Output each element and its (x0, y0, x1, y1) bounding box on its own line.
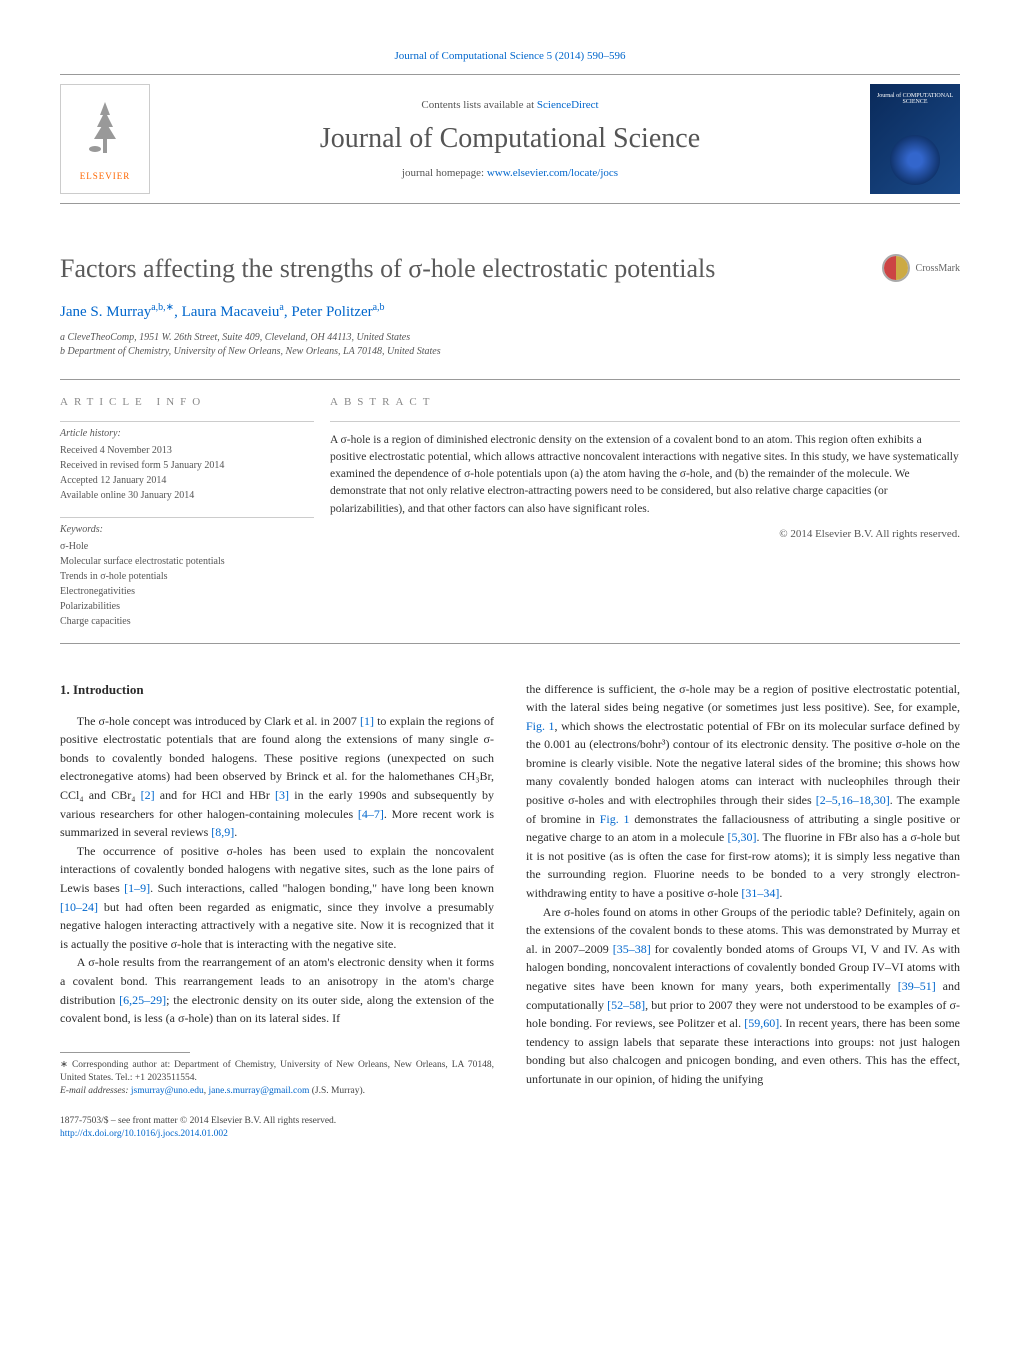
citation-link[interactable]: [1] (360, 714, 374, 728)
author-3-sup: a,b (373, 302, 385, 313)
keywords-block: Keywords: σ-Hole Molecular surface elect… (60, 517, 314, 629)
keyword: σ-Hole (60, 539, 314, 554)
homepage-prefix: journal homepage: (402, 167, 487, 179)
keywords-label: Keywords: (60, 522, 314, 537)
corresponding-author: ∗ Corresponding author at: Department of… (60, 1059, 494, 1086)
citation-link[interactable]: [2] (141, 788, 155, 802)
body-paragraph: Are σ-holes found on atoms in other Grou… (526, 903, 960, 1089)
citation-link[interactable]: [59,60] (744, 1016, 779, 1030)
doi-link[interactable]: http://dx.doi.org/10.1016/j.jocs.2014.01… (60, 1129, 228, 1139)
affiliation-b: b Department of Chemistry, University of… (60, 345, 960, 359)
author-2[interactable]: , Laura Macaveiu (174, 304, 279, 320)
journal-reference: Journal of Computational Science 5 (2014… (60, 50, 960, 62)
title-row: Factors affecting the strengths of σ-hol… (60, 254, 960, 302)
citation-link[interactable]: [2–5,16–18,30] (816, 793, 890, 807)
citation-link[interactable]: [5,30] (727, 830, 756, 844)
abstract: ABSTRACT A σ-hole is a region of diminis… (330, 380, 960, 643)
contents-prefix: Contents lists available at (421, 99, 536, 111)
author-1[interactable]: Jane S. Murray (60, 304, 151, 320)
column-right: the difference is sufficient, the σ-hole… (526, 680, 960, 1142)
page-footer: 1877-7503/$ – see front matter © 2014 El… (60, 1115, 494, 1142)
affiliation-a: a CleveTheoComp, 1951 W. 26th Street, Su… (60, 331, 960, 345)
footnote-separator (60, 1052, 190, 1053)
body-paragraph: the difference is sufficient, the σ-hole… (526, 680, 960, 903)
contents-available-line: Contents lists available at ScienceDirec… (170, 99, 850, 111)
crossmark-badge[interactable]: CrossMark (882, 254, 960, 282)
journal-ref-link[interactable]: Journal of Computational Science 5 (2014… (395, 50, 626, 62)
citation-link[interactable]: [10–24] (60, 900, 98, 914)
article-info: ARTICLE INFO Article history: Received 4… (60, 380, 330, 643)
cover-title: Journal of COMPUTATIONAL SCIENCE (870, 93, 960, 105)
received-date: Received 4 November 2013 (60, 443, 314, 458)
article-title: Factors affecting the strengths of σ-hol… (60, 254, 715, 284)
elsevier-logo: ELSEVIER (60, 84, 150, 194)
email-line: E-mail addresses: jsmurray@uno.edu, jane… (60, 1085, 494, 1098)
citation-link[interactable]: [52–58] (607, 998, 645, 1012)
authors-line: Jane S. Murraya,b,∗, Laura Macaveiua, Pe… (60, 302, 960, 321)
citation-link[interactable]: [31–34] (741, 886, 779, 900)
keyword: Electronegativities (60, 584, 314, 599)
revised-date: Received in revised form 5 January 2014 (60, 458, 314, 473)
citation-link[interactable]: [1–9] (124, 881, 150, 895)
email-link[interactable]: jane.s.murray@gmail.com (209, 1086, 310, 1096)
keyword: Charge capacities (60, 614, 314, 629)
info-divider-1 (60, 421, 314, 422)
footnotes: ∗ Corresponding author at: Department of… (60, 1059, 494, 1099)
journal-name: Journal of Computational Science (170, 123, 850, 155)
abstract-text: A σ-hole is a region of diminished elect… (330, 432, 960, 518)
crossmark-label: CrossMark (916, 263, 960, 274)
citation-link[interactable]: [8,9] (211, 825, 234, 839)
masthead: ELSEVIER Contents lists available at Sci… (60, 74, 960, 204)
journal-homepage-line: journal homepage: www.elsevier.com/locat… (170, 167, 850, 179)
email-label: E-mail addresses: (60, 1086, 131, 1096)
body-paragraph: A σ-hole results from the rearrangement … (60, 953, 494, 1027)
abstract-copyright: © 2014 Elsevier B.V. All rights reserved… (330, 526, 960, 543)
page-container: Journal of Computational Science 5 (2014… (0, 0, 1020, 1181)
author-1-sup: a,b,∗ (151, 302, 174, 313)
sciencedirect-link[interactable]: ScienceDirect (537, 99, 599, 111)
citation-link[interactable]: [35–38] (613, 942, 651, 956)
crossmark-icon (882, 254, 910, 282)
masthead-center: Contents lists available at ScienceDirec… (150, 99, 870, 179)
online-date: Available online 30 January 2014 (60, 488, 314, 503)
affiliations: a CleveTheoComp, 1951 W. 26th Street, Su… (60, 331, 960, 359)
elsevier-tree-icon (80, 97, 130, 167)
accepted-date: Accepted 12 January 2014 (60, 473, 314, 488)
cover-swirl-icon (890, 135, 940, 185)
keyword: Polarizabilities (60, 599, 314, 614)
email-link[interactable]: jsmurray@uno.edu (131, 1086, 204, 1096)
citation-link[interactable]: [4–7] (358, 807, 384, 821)
abstract-divider (330, 421, 960, 422)
citation-link[interactable]: [6,25–29] (119, 993, 166, 1007)
issn-line: 1877-7503/$ – see front matter © 2014 El… (60, 1115, 494, 1128)
body-paragraph: The occurrence of positive σ-holes has b… (60, 842, 494, 954)
elsevier-label: ELSEVIER (80, 171, 131, 181)
article-info-heading: ARTICLE INFO (60, 394, 314, 411)
info-divider-2 (60, 517, 314, 518)
section-1-heading: 1. Introduction (60, 680, 494, 700)
column-left: 1. Introduction The σ-hole concept was i… (60, 680, 494, 1142)
info-abstract-block: ARTICLE INFO Article history: Received 4… (60, 379, 960, 644)
abstract-heading: ABSTRACT (330, 394, 960, 411)
body-columns: 1. Introduction The σ-hole concept was i… (60, 680, 960, 1142)
citation-link[interactable]: [39–51] (898, 979, 936, 993)
history-label: Article history: (60, 426, 314, 441)
journal-cover-thumbnail: Journal of COMPUTATIONAL SCIENCE (870, 84, 960, 194)
author-3[interactable]: , Peter Politzer (284, 304, 373, 320)
figure-link[interactable]: Fig. 1 (600, 812, 630, 826)
figure-link[interactable]: Fig. 1 (526, 719, 555, 733)
citation-link[interactable]: [3] (275, 788, 289, 802)
keyword: Trends in σ-hole potentials (60, 569, 314, 584)
body-paragraph: The σ-hole concept was introduced by Cla… (60, 712, 494, 842)
homepage-link[interactable]: www.elsevier.com/locate/jocs (487, 167, 618, 179)
keyword: Molecular surface electrostatic potentia… (60, 554, 314, 569)
